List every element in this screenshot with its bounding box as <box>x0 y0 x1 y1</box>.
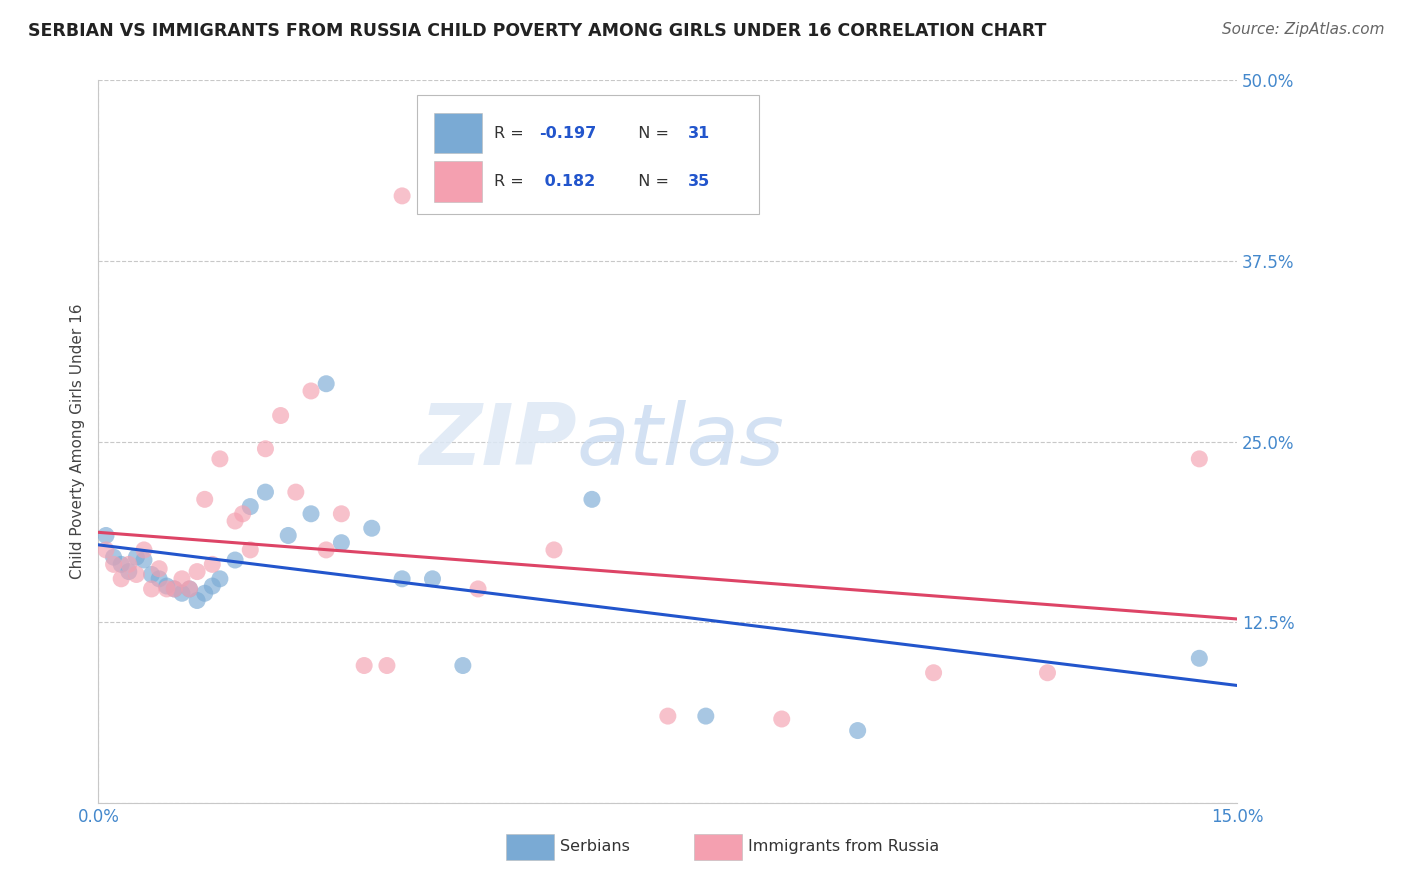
Point <box>299 384 322 398</box>
Point <box>657 709 679 723</box>
Text: N =: N = <box>628 174 673 189</box>
Point <box>141 582 163 596</box>
FancyBboxPatch shape <box>434 112 482 153</box>
Point <box>315 542 337 557</box>
Point <box>543 542 565 557</box>
Point <box>103 550 125 565</box>
Text: R =: R = <box>494 126 529 141</box>
Point <box>201 579 224 593</box>
Point <box>581 492 603 507</box>
Point <box>846 723 869 738</box>
Point <box>194 586 217 600</box>
Point <box>360 521 382 535</box>
Point <box>770 712 793 726</box>
FancyBboxPatch shape <box>506 834 554 860</box>
Point <box>254 442 277 456</box>
Point <box>232 507 254 521</box>
Point <box>170 586 193 600</box>
Point <box>170 572 193 586</box>
Point <box>148 572 170 586</box>
Text: ZIP: ZIP <box>419 400 576 483</box>
Point <box>194 492 217 507</box>
Point <box>330 535 353 549</box>
Point <box>330 507 353 521</box>
Point <box>239 542 262 557</box>
Point <box>179 582 201 596</box>
Text: Source: ZipAtlas.com: Source: ZipAtlas.com <box>1222 22 1385 37</box>
Point <box>239 500 262 514</box>
Text: R =: R = <box>494 174 529 189</box>
Point <box>353 658 375 673</box>
Text: Immigrants from Russia: Immigrants from Russia <box>748 839 939 855</box>
Point <box>186 593 208 607</box>
Point <box>132 542 155 557</box>
Point <box>110 558 132 572</box>
Point <box>1036 665 1059 680</box>
FancyBboxPatch shape <box>434 161 482 202</box>
Point <box>391 189 413 203</box>
Point <box>922 665 945 680</box>
Point <box>141 567 163 582</box>
Point <box>277 528 299 542</box>
Point <box>156 579 179 593</box>
Point <box>118 558 141 572</box>
Point <box>132 553 155 567</box>
Text: 35: 35 <box>689 174 710 189</box>
Point <box>224 553 246 567</box>
Point <box>224 514 246 528</box>
Point <box>467 582 489 596</box>
Text: atlas: atlas <box>576 400 785 483</box>
Point <box>118 565 141 579</box>
Point <box>110 572 132 586</box>
Point <box>148 562 170 576</box>
Point <box>94 528 117 542</box>
Point <box>375 658 398 673</box>
Point <box>695 709 717 723</box>
Text: Serbians: Serbians <box>560 839 630 855</box>
Text: N =: N = <box>628 126 673 141</box>
Point <box>163 582 186 596</box>
Point <box>208 451 231 466</box>
Point <box>284 485 307 500</box>
Point <box>299 507 322 521</box>
Point <box>94 542 117 557</box>
Point <box>201 558 224 572</box>
Text: 0.182: 0.182 <box>538 174 595 189</box>
Point <box>163 582 186 596</box>
Y-axis label: Child Poverty Among Girls Under 16: Child Poverty Among Girls Under 16 <box>69 304 84 579</box>
Point <box>156 582 179 596</box>
Point <box>254 485 277 500</box>
FancyBboxPatch shape <box>418 95 759 214</box>
Text: 31: 31 <box>689 126 710 141</box>
Point <box>270 409 292 423</box>
Text: -0.197: -0.197 <box>538 126 596 141</box>
Point <box>186 565 208 579</box>
Point <box>391 572 413 586</box>
FancyBboxPatch shape <box>695 834 742 860</box>
Point <box>1188 451 1211 466</box>
Point <box>422 572 444 586</box>
Point <box>1188 651 1211 665</box>
Point <box>125 567 148 582</box>
Point <box>103 558 125 572</box>
Point <box>451 658 474 673</box>
Point <box>208 572 231 586</box>
Point <box>179 582 201 596</box>
Point <box>315 376 337 391</box>
Point <box>125 550 148 565</box>
Text: SERBIAN VS IMMIGRANTS FROM RUSSIA CHILD POVERTY AMONG GIRLS UNDER 16 CORRELATION: SERBIAN VS IMMIGRANTS FROM RUSSIA CHILD … <box>28 22 1046 40</box>
